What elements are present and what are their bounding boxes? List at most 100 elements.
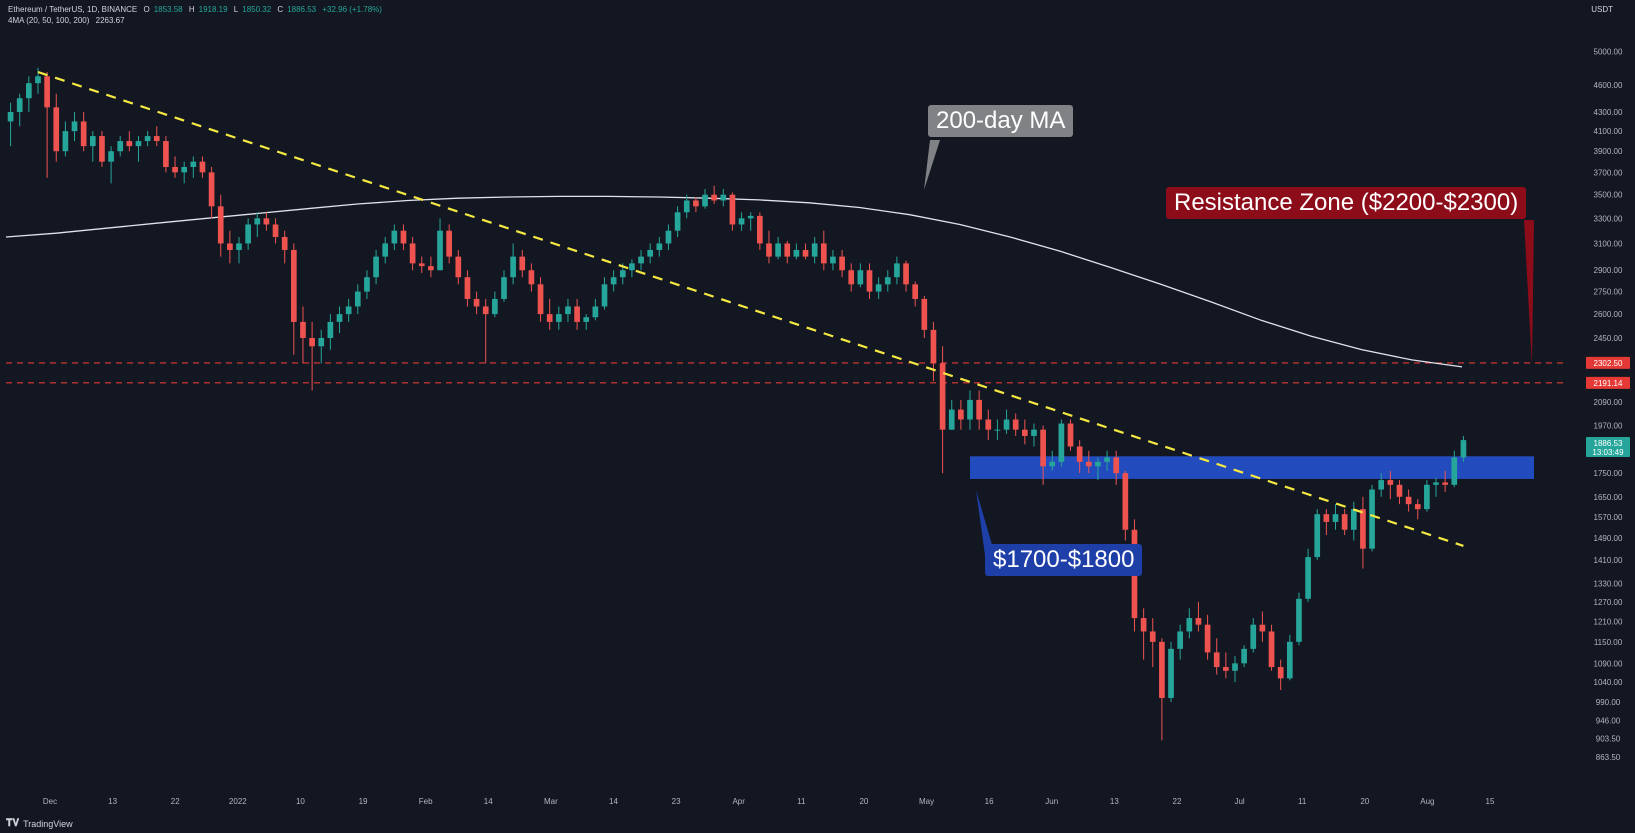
candle bbox=[610, 270, 617, 292]
candle-body bbox=[172, 166, 178, 173]
indicator-header[interactable]: 4MA (20, 50, 100, 200) 2263.67 bbox=[8, 16, 129, 25]
price-tick-label: 4300.00 bbox=[1594, 108, 1623, 117]
candle bbox=[245, 218, 251, 250]
candle-body bbox=[629, 263, 635, 271]
price-tick-label: 2600.00 bbox=[1594, 310, 1623, 319]
candle-body bbox=[1305, 557, 1311, 599]
price-tick-label: 1570.00 bbox=[1594, 513, 1623, 522]
candle bbox=[555, 306, 562, 330]
candle-body bbox=[802, 249, 809, 257]
candle bbox=[1332, 504, 1339, 530]
candle-body bbox=[1314, 514, 1321, 558]
candle-body bbox=[345, 306, 352, 315]
time-tick-label: 20 bbox=[859, 797, 868, 806]
time-tick-label: 22 bbox=[171, 797, 180, 806]
candle-body bbox=[1259, 624, 1266, 632]
candle bbox=[418, 256, 425, 274]
candle-body bbox=[35, 76, 41, 84]
candle-body bbox=[875, 284, 882, 292]
candle-body bbox=[1241, 648, 1247, 664]
candle bbox=[519, 249, 526, 278]
candle-body bbox=[272, 224, 279, 238]
candle bbox=[117, 136, 124, 157]
candle-body bbox=[418, 263, 425, 267]
candle-body bbox=[108, 151, 114, 162]
candles-layer bbox=[7, 67, 1467, 741]
candle bbox=[784, 240, 791, 264]
time-tick-label: May bbox=[919, 797, 934, 806]
candle bbox=[290, 243, 297, 355]
candle-body bbox=[1122, 473, 1129, 530]
candle bbox=[1223, 652, 1229, 679]
footer[interactable]: 𝐓𝐕 TradingView bbox=[6, 818, 73, 829]
candle-body bbox=[638, 256, 644, 264]
candle bbox=[1277, 659, 1284, 691]
candle bbox=[1058, 419, 1065, 467]
candle-body bbox=[492, 298, 498, 315]
candle-body bbox=[702, 194, 708, 207]
price-tick-label: 1650.00 bbox=[1594, 493, 1623, 502]
candle-body bbox=[1323, 514, 1330, 522]
candle bbox=[747, 212, 754, 231]
candle-body bbox=[811, 243, 818, 257]
candle-body bbox=[281, 237, 288, 250]
candle-body bbox=[1223, 667, 1229, 671]
candle-body bbox=[656, 243, 663, 250]
time-tick-label: Mar bbox=[544, 797, 558, 806]
candle bbox=[172, 156, 178, 178]
price-flag-current bbox=[1586, 436, 1630, 457]
candle-body bbox=[948, 409, 955, 430]
candle bbox=[400, 224, 407, 250]
candle bbox=[1341, 509, 1348, 536]
candle bbox=[364, 270, 370, 299]
price-flag bbox=[1586, 376, 1630, 389]
close-value: 1886.53 bbox=[287, 5, 317, 14]
tradingview-logo-icon: 𝐓𝐕 bbox=[6, 818, 20, 829]
candle-body bbox=[1350, 509, 1357, 530]
candle bbox=[181, 161, 188, 184]
candle bbox=[1451, 450, 1458, 488]
candle-body bbox=[382, 243, 389, 257]
candle-body bbox=[1040, 429, 1046, 467]
candle bbox=[1021, 419, 1028, 445]
time-tick-label: 16 bbox=[985, 797, 994, 806]
candle bbox=[89, 131, 96, 162]
candle bbox=[126, 131, 133, 152]
candle-body bbox=[1095, 461, 1101, 467]
candle bbox=[1241, 645, 1247, 668]
candle-body bbox=[217, 206, 224, 244]
candle-body bbox=[619, 270, 626, 278]
support-callout: $1700-$1800 bbox=[985, 544, 1143, 576]
candle-body bbox=[939, 363, 946, 430]
price-tick-label: 1040.00 bbox=[1594, 678, 1623, 687]
candle-body bbox=[117, 141, 124, 152]
candle bbox=[546, 298, 553, 330]
candle bbox=[638, 249, 644, 271]
candle bbox=[702, 188, 708, 209]
candle-body bbox=[227, 243, 233, 250]
candle bbox=[62, 121, 69, 157]
price-tick-label: 946.00 bbox=[1596, 716, 1621, 725]
candle bbox=[345, 298, 352, 322]
candle-body bbox=[1433, 482, 1439, 485]
candle bbox=[601, 277, 608, 310]
candle-body bbox=[1286, 641, 1293, 679]
price-flag bbox=[1586, 356, 1630, 369]
candle-body bbox=[1460, 440, 1467, 458]
candle bbox=[482, 298, 489, 364]
candle bbox=[1067, 419, 1074, 451]
candle-body bbox=[683, 200, 690, 213]
time-tick-label: Apr bbox=[732, 797, 745, 806]
candle-body bbox=[336, 314, 343, 322]
candle-body bbox=[1232, 663, 1238, 671]
candle-body bbox=[208, 172, 215, 207]
candle-body bbox=[1031, 429, 1037, 436]
candle bbox=[1433, 477, 1439, 497]
candle-body bbox=[985, 419, 992, 430]
candle bbox=[336, 306, 343, 334]
time-tick-label: 22 bbox=[1173, 797, 1182, 806]
candle bbox=[1113, 450, 1120, 485]
candle-body bbox=[1012, 419, 1019, 430]
price-tick-label: 5000.00 bbox=[1594, 47, 1623, 56]
